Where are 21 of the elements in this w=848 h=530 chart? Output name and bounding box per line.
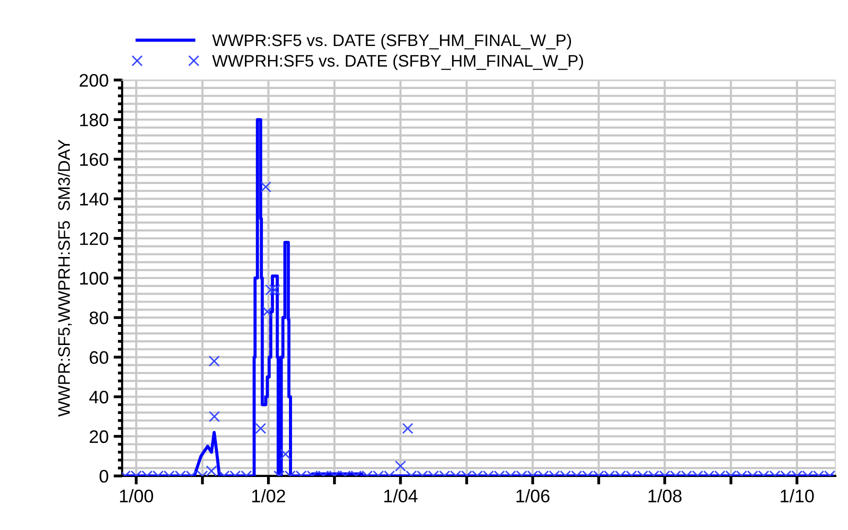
- legend-label: WWPRH:SF5 vs. DATE (SFBY_HM_FINAL_W_P): [212, 54, 584, 70]
- y-tick-label: 20: [90, 430, 108, 444]
- y-tick-label: 120: [80, 232, 108, 246]
- y-tick-label: 160: [80, 153, 108, 166]
- y-tick-label: 0: [100, 470, 108, 483]
- y-tick-label: 60: [90, 351, 108, 364]
- y-tick-label: 100: [80, 272, 108, 285]
- x-tick-label: 1/04: [384, 489, 418, 502]
- x-tick-label: 1/06: [516, 489, 550, 502]
- y-tick-label: 200: [80, 74, 108, 87]
- y-tick-label: 80: [90, 312, 108, 324]
- y-axis-title: WWPR:SF5,WWPRH:SF5 SM3/DAY: [58, 140, 72, 417]
- line-series: [124, 118, 834, 476]
- legend-label: WWPR:SF5 vs. DATE (SFBY_HM_FINAL_W_P): [212, 34, 572, 50]
- x-tick-label: 1/08: [648, 489, 682, 502]
- y-tick-label: 40: [89, 390, 108, 404]
- x-tick-label: 1/02: [252, 489, 286, 502]
- x-tick-label: 1/00: [120, 489, 154, 502]
- y-tick-label: 180: [80, 114, 108, 126]
- y-tick-label: 140: [80, 192, 108, 206]
- x-tick-label: 1/10: [780, 489, 814, 502]
